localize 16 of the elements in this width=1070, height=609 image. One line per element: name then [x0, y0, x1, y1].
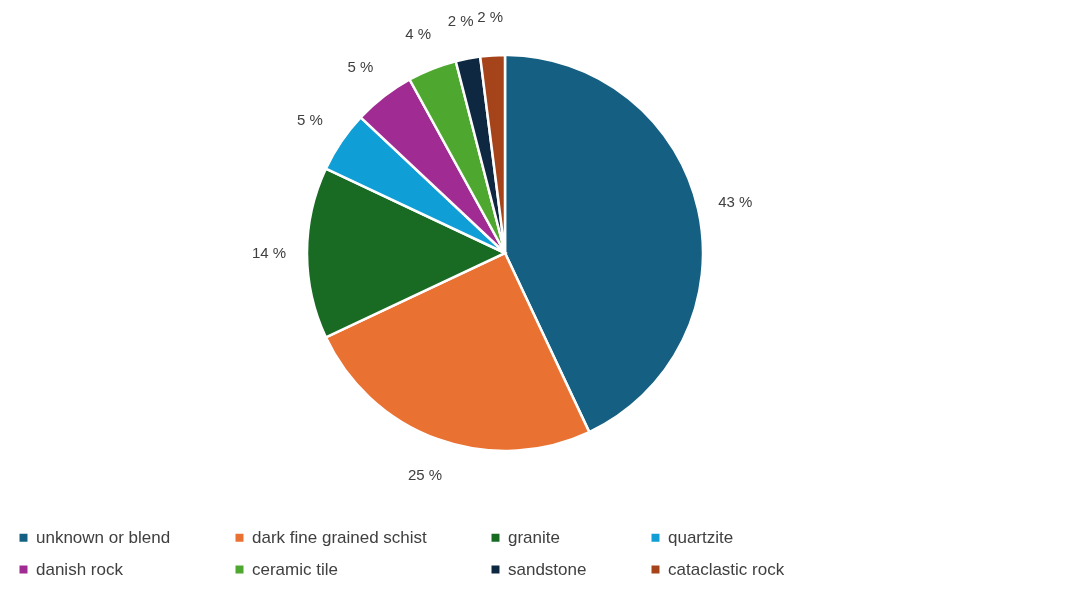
data-label: 14 %: [251, 244, 287, 261]
legend-label: quartzite: [668, 527, 734, 547]
legend-label: unknown or blend: [36, 527, 171, 547]
data-label: 5 %: [296, 111, 323, 129]
legend-label: sandstone: [508, 559, 587, 579]
data-label: 2 %: [477, 8, 504, 26]
legend-label: danish rock: [36, 559, 124, 579]
data-label: 5 %: [347, 57, 374, 75]
data-label: 4 %: [405, 24, 432, 42]
data-label: 25 %: [407, 466, 443, 484]
data-label: 43 %: [718, 192, 753, 210]
data-label: 2 %: [447, 12, 474, 30]
legend-label: cataclastic rock: [668, 559, 785, 579]
legend-label: granite: [508, 527, 560, 547]
legend-label: ceramic tile: [252, 559, 338, 579]
legend-label: dark fine grained schist: [252, 527, 428, 547]
